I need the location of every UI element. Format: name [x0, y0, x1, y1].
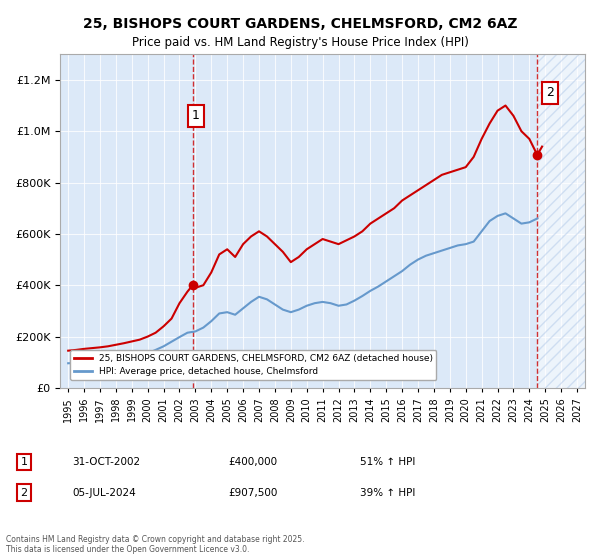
Text: 1: 1 [20, 457, 28, 467]
Text: £907,500: £907,500 [228, 488, 277, 498]
Text: £400,000: £400,000 [228, 457, 277, 467]
Text: Contains HM Land Registry data © Crown copyright and database right 2025.
This d: Contains HM Land Registry data © Crown c… [6, 535, 305, 554]
Text: 1: 1 [192, 109, 200, 122]
Text: 2: 2 [20, 488, 28, 498]
Legend: 25, BISHOPS COURT GARDENS, CHELMSFORD, CM2 6AZ (detached house), HPI: Average pr: 25, BISHOPS COURT GARDENS, CHELMSFORD, C… [70, 351, 436, 380]
Text: Price paid vs. HM Land Registry's House Price Index (HPI): Price paid vs. HM Land Registry's House … [131, 36, 469, 49]
Text: 39% ↑ HPI: 39% ↑ HPI [360, 488, 415, 498]
Text: 2: 2 [546, 86, 554, 99]
Text: 51% ↑ HPI: 51% ↑ HPI [360, 457, 415, 467]
Text: 31-OCT-2002: 31-OCT-2002 [72, 457, 140, 467]
Text: 25, BISHOPS COURT GARDENS, CHELMSFORD, CM2 6AZ: 25, BISHOPS COURT GARDENS, CHELMSFORD, C… [83, 17, 517, 31]
Text: 05-JUL-2024: 05-JUL-2024 [72, 488, 136, 498]
Bar [537, 54, 585, 388]
